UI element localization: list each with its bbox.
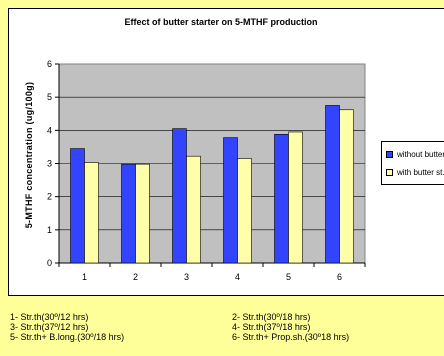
x-tick-label: 4 bbox=[235, 272, 240, 282]
bar-series2-cat6 bbox=[339, 109, 354, 264]
legend-swatch-with-butter bbox=[386, 169, 393, 176]
chart-legend: without butter st. with butter st. bbox=[381, 141, 444, 185]
bar-series2-cat4 bbox=[237, 158, 252, 264]
legend-item-without-butter: without butter st. bbox=[386, 150, 444, 159]
y-tick-label: 3 bbox=[47, 159, 52, 169]
bar-series2-cat2 bbox=[135, 163, 150, 264]
bar-series2-cat3 bbox=[186, 155, 201, 264]
bar-series1-cat4 bbox=[223, 137, 238, 264]
x-tick-label: 5 bbox=[286, 272, 291, 282]
chart-svg: Effect of butter starter on 5-MTHF produ… bbox=[24, 17, 366, 282]
legend-label-without-butter: without butter st. bbox=[397, 150, 444, 159]
legend-label-with-butter: with butter st. bbox=[397, 168, 444, 177]
legend-item-with-butter: with butter st. bbox=[386, 168, 444, 177]
x-tick-label: 2 bbox=[133, 272, 138, 282]
footnote-1: 1- Str.th(30º/12 hrs) bbox=[10, 312, 89, 322]
footnote-2: 2- Str.th(30º/18 hrs) bbox=[232, 312, 311, 322]
legend-swatch-without-butter bbox=[386, 151, 393, 158]
y-tick-label: 6 bbox=[47, 59, 52, 69]
x-tick-label: 6 bbox=[337, 272, 342, 282]
y-tick-label: 5 bbox=[47, 92, 52, 102]
x-tick-label: 3 bbox=[184, 272, 189, 282]
bar-series1-cat6 bbox=[325, 105, 340, 264]
y-tick-label: 1 bbox=[47, 225, 52, 235]
chart-title: Effect of butter starter on 5-MTHF produ… bbox=[125, 17, 318, 27]
y-tick-label: 4 bbox=[47, 125, 52, 135]
y-tick-label: 0 bbox=[47, 258, 52, 268]
y-axis-label: 5-MTHF concentration (ug/100g) bbox=[24, 82, 34, 229]
footnote-6: 6- Str.th+ Prop.sh.(30º18 hrs) bbox=[232, 332, 350, 342]
footnote-5: 5- Str.th+ B.long.(30º/18 hrs) bbox=[10, 332, 125, 342]
bar-series1-cat5 bbox=[274, 134, 289, 264]
footnote-3: 3- Str.th(37º/12 hrs) bbox=[10, 322, 89, 332]
bar-series1-cat1 bbox=[70, 148, 85, 264]
bar-series1-cat3 bbox=[172, 128, 187, 264]
bar-series1-cat2 bbox=[121, 163, 136, 264]
bar-series2-cat1 bbox=[84, 162, 99, 264]
chart-area: Effect of butter starter on 5-MTHF produ… bbox=[8, 8, 444, 296]
x-tick-label: 1 bbox=[82, 272, 87, 282]
y-tick-label: 2 bbox=[47, 192, 52, 202]
bar-series2-cat5 bbox=[288, 131, 303, 264]
footnote-4: 4- Str.th(37º/18 hrs) bbox=[232, 322, 311, 332]
